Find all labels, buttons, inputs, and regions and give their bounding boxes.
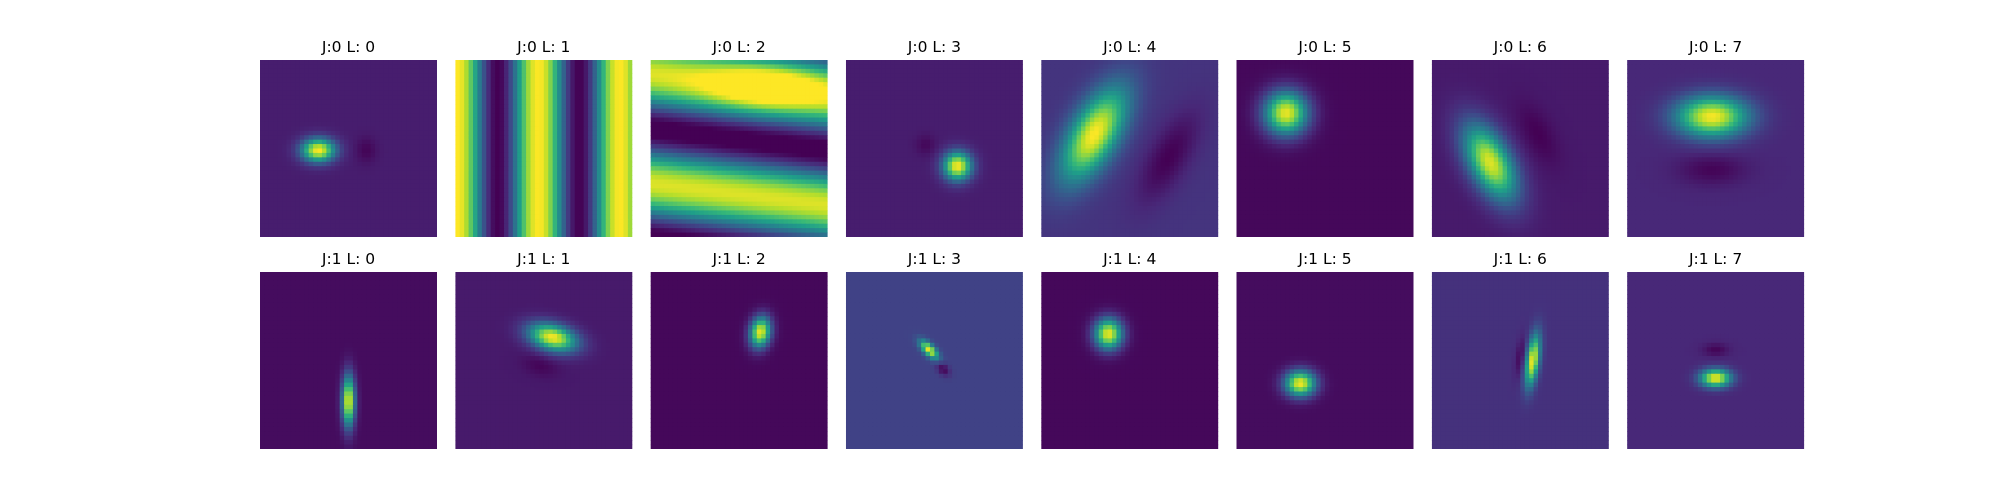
panel-title-j0-l3: J:0 L: 3 bbox=[907, 38, 961, 56]
panel-title-j0-l0: J:0 L: 0 bbox=[321, 38, 375, 56]
panel-j0-l5: J:0 L: 5 bbox=[1236, 38, 1414, 237]
panel-j0-l3: J:0 L: 3 bbox=[845, 38, 1023, 237]
panel-j0-l2: J:0 L: 2 bbox=[650, 38, 828, 237]
panel-title-j1-l6: J:1 L: 6 bbox=[1493, 250, 1547, 268]
heatmap-j1-l1 bbox=[455, 272, 633, 449]
panel-j1-l6: J:1 L: 6 bbox=[1431, 250, 1609, 449]
panel-j0-l1: J:0 L: 1 bbox=[455, 38, 633, 237]
heatmap-j0-l6 bbox=[1431, 60, 1609, 237]
panel-j1-l7: J:1 L: 7 bbox=[1627, 250, 1805, 449]
panel-j1-l4: J:1 L: 4 bbox=[1041, 250, 1219, 449]
panel-j1-l5: J:1 L: 5 bbox=[1236, 250, 1414, 449]
heatmap-j0-l0 bbox=[260, 60, 437, 237]
panel-title-j1-l1: J:1 L: 1 bbox=[516, 250, 570, 268]
heatmap-j0-l2 bbox=[650, 60, 828, 237]
panel-title-j1-l7: J:1 L: 7 bbox=[1688, 250, 1742, 268]
panel-grid: J:0 L: 0 J:0 L: 1 J:0 L: 2 J:0 L: 3 J:0 L: 4… bbox=[260, 38, 1805, 449]
panel-title-j1-l3: J:1 L: 3 bbox=[907, 250, 961, 268]
heatmap-j1-l6 bbox=[1431, 272, 1609, 449]
heatmap-j0-l7 bbox=[1627, 60, 1805, 237]
panel-j1-l1: J:1 L: 1 bbox=[455, 250, 633, 449]
heatmap-j1-l3 bbox=[845, 272, 1023, 449]
panel-title-j0-l7: J:0 L: 7 bbox=[1688, 38, 1742, 56]
heatmap-j1-l2 bbox=[650, 272, 828, 449]
panel-title-j1-l5: J:1 L: 5 bbox=[1297, 250, 1351, 268]
heatmap-j1-l7 bbox=[1627, 272, 1805, 449]
panel-title-j1-l2: J:1 L: 2 bbox=[711, 250, 765, 268]
panel-title-j0-l4: J:0 L: 4 bbox=[1102, 38, 1156, 56]
panel-title-j1-l4: J:1 L: 4 bbox=[1102, 250, 1156, 268]
heatmap-j0-l5 bbox=[1236, 60, 1414, 237]
panel-title-j0-l6: J:0 L: 6 bbox=[1493, 38, 1547, 56]
panel-j0-l0: J:0 L: 0 bbox=[260, 38, 437, 237]
panel-j0-l6: J:0 L: 6 bbox=[1431, 38, 1609, 237]
panel-j0-l7: J:0 L: 7 bbox=[1627, 38, 1805, 237]
heatmap-j0-l1 bbox=[455, 60, 633, 237]
panel-j1-l3: J:1 L: 3 bbox=[845, 250, 1023, 449]
panel-j1-l2: J:1 L: 2 bbox=[650, 250, 828, 449]
panel-j1-l0: J:1 L: 0 bbox=[260, 250, 437, 449]
heatmap-j1-l5 bbox=[1236, 272, 1414, 449]
heatmap-j1-l0 bbox=[260, 272, 437, 449]
panel-title-j0-l1: J:0 L: 1 bbox=[516, 38, 570, 56]
panel-title-j0-l5: J:0 L: 5 bbox=[1297, 38, 1351, 56]
heatmap-j0-l3 bbox=[845, 60, 1023, 237]
panel-title-j1-l0: J:1 L: 0 bbox=[321, 250, 375, 268]
panel-title-j0-l2: J:0 L: 2 bbox=[711, 38, 765, 56]
panel-j0-l4: J:0 L: 4 bbox=[1041, 38, 1219, 237]
heatmap-j1-l4 bbox=[1041, 272, 1219, 449]
heatmap-j0-l4 bbox=[1041, 60, 1219, 237]
